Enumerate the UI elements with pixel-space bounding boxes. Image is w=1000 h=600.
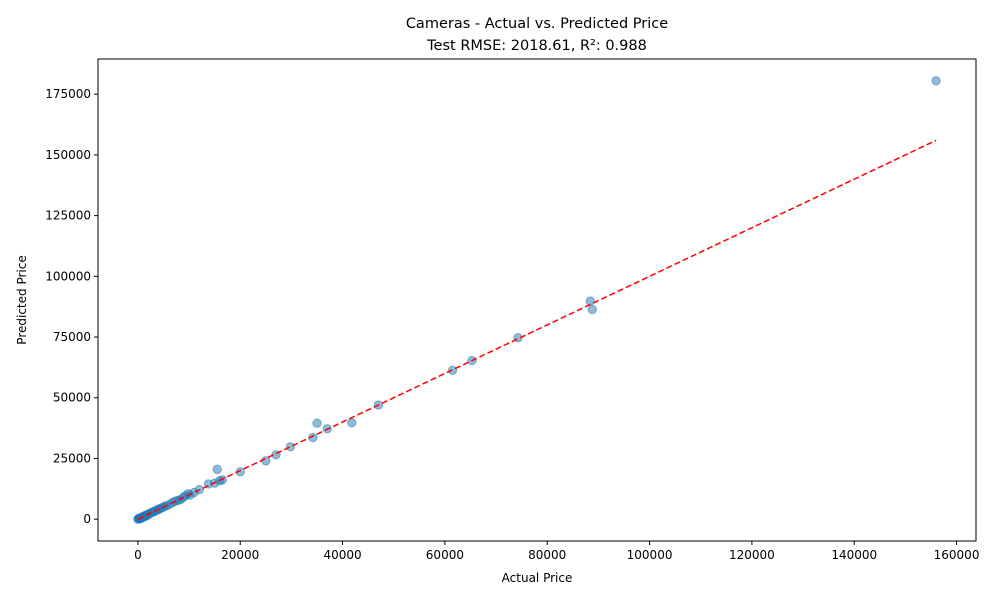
y-tick-label: 125000	[45, 209, 91, 223]
x-axis-ticks: 0 20000 40000 60000 80000 100000 120000 140000 1…	[134, 541, 979, 562]
y-tick-label: 175000	[45, 87, 91, 101]
x-tick-label: 140000	[831, 548, 877, 562]
data-point	[212, 464, 222, 475]
x-tick-label: 60000	[426, 548, 464, 562]
x-tick-label: 120000	[729, 548, 775, 562]
data-point	[312, 418, 322, 428]
data-point	[447, 365, 458, 375]
data-point	[347, 418, 357, 428]
y-tick-label: 100000	[45, 269, 91, 283]
reference-line-layer	[137, 139, 937, 520]
x-tick-label: 160000	[934, 548, 980, 562]
x-axis-label: Actual Price	[502, 571, 573, 585]
x-tick-label: 80000	[528, 548, 566, 562]
x-tick-label: 20000	[221, 548, 259, 562]
data-point	[285, 442, 296, 452]
data-point	[261, 456, 271, 466]
y-axis-label: Predicted Price	[15, 255, 29, 344]
y-tick-label: 25000	[53, 451, 91, 465]
x-tick-label: 40000	[323, 548, 361, 562]
y-tick-label: 50000	[53, 391, 91, 405]
reference-line	[137, 139, 937, 520]
y-axis-ticks: 0 25000 50000 75000 100000 125000 150000 175000	[45, 87, 98, 526]
data-point	[931, 76, 941, 86]
x-tick-label: 0	[134, 548, 142, 562]
data-point	[587, 304, 597, 315]
chart-subtitle: Test RMSE: 2018.61, R²: 0.988	[426, 38, 647, 54]
chart-title: Cameras - Actual vs. Predicted Price	[406, 16, 668, 32]
y-tick-label: 0	[83, 512, 91, 526]
y-tick-label: 75000	[53, 330, 91, 344]
y-tick-label: 150000	[45, 148, 91, 162]
plot-area-frame	[97, 58, 977, 542]
x-tick-label: 100000	[627, 548, 673, 562]
